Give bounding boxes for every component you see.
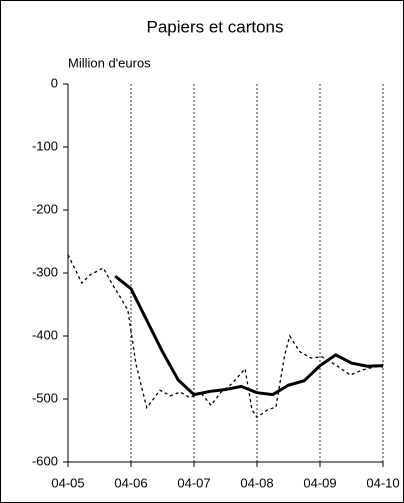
y-tick-label: -300: [32, 264, 58, 279]
y-tick-label: -600: [32, 453, 58, 468]
x-tick-label: 04-09: [303, 475, 336, 490]
y-axis-label: Million d'euros: [68, 55, 151, 70]
y-tick-label: -200: [32, 201, 58, 216]
x-tick-label: 04-10: [366, 475, 399, 490]
x-tick-label: 04-08: [240, 475, 273, 490]
x-tick-label: 04-05: [51, 475, 84, 490]
x-tick-label: 04-06: [114, 475, 147, 490]
y-tick-label: -400: [32, 327, 58, 342]
series-line: [114, 274, 384, 397]
x-tick-label: 04-07: [177, 475, 210, 490]
chart-title: Papiers et cartons: [146, 17, 283, 36]
y-tick-label: 0: [51, 75, 58, 90]
y-tick-label: -500: [32, 390, 58, 405]
y-tick-label: -100: [32, 138, 58, 153]
